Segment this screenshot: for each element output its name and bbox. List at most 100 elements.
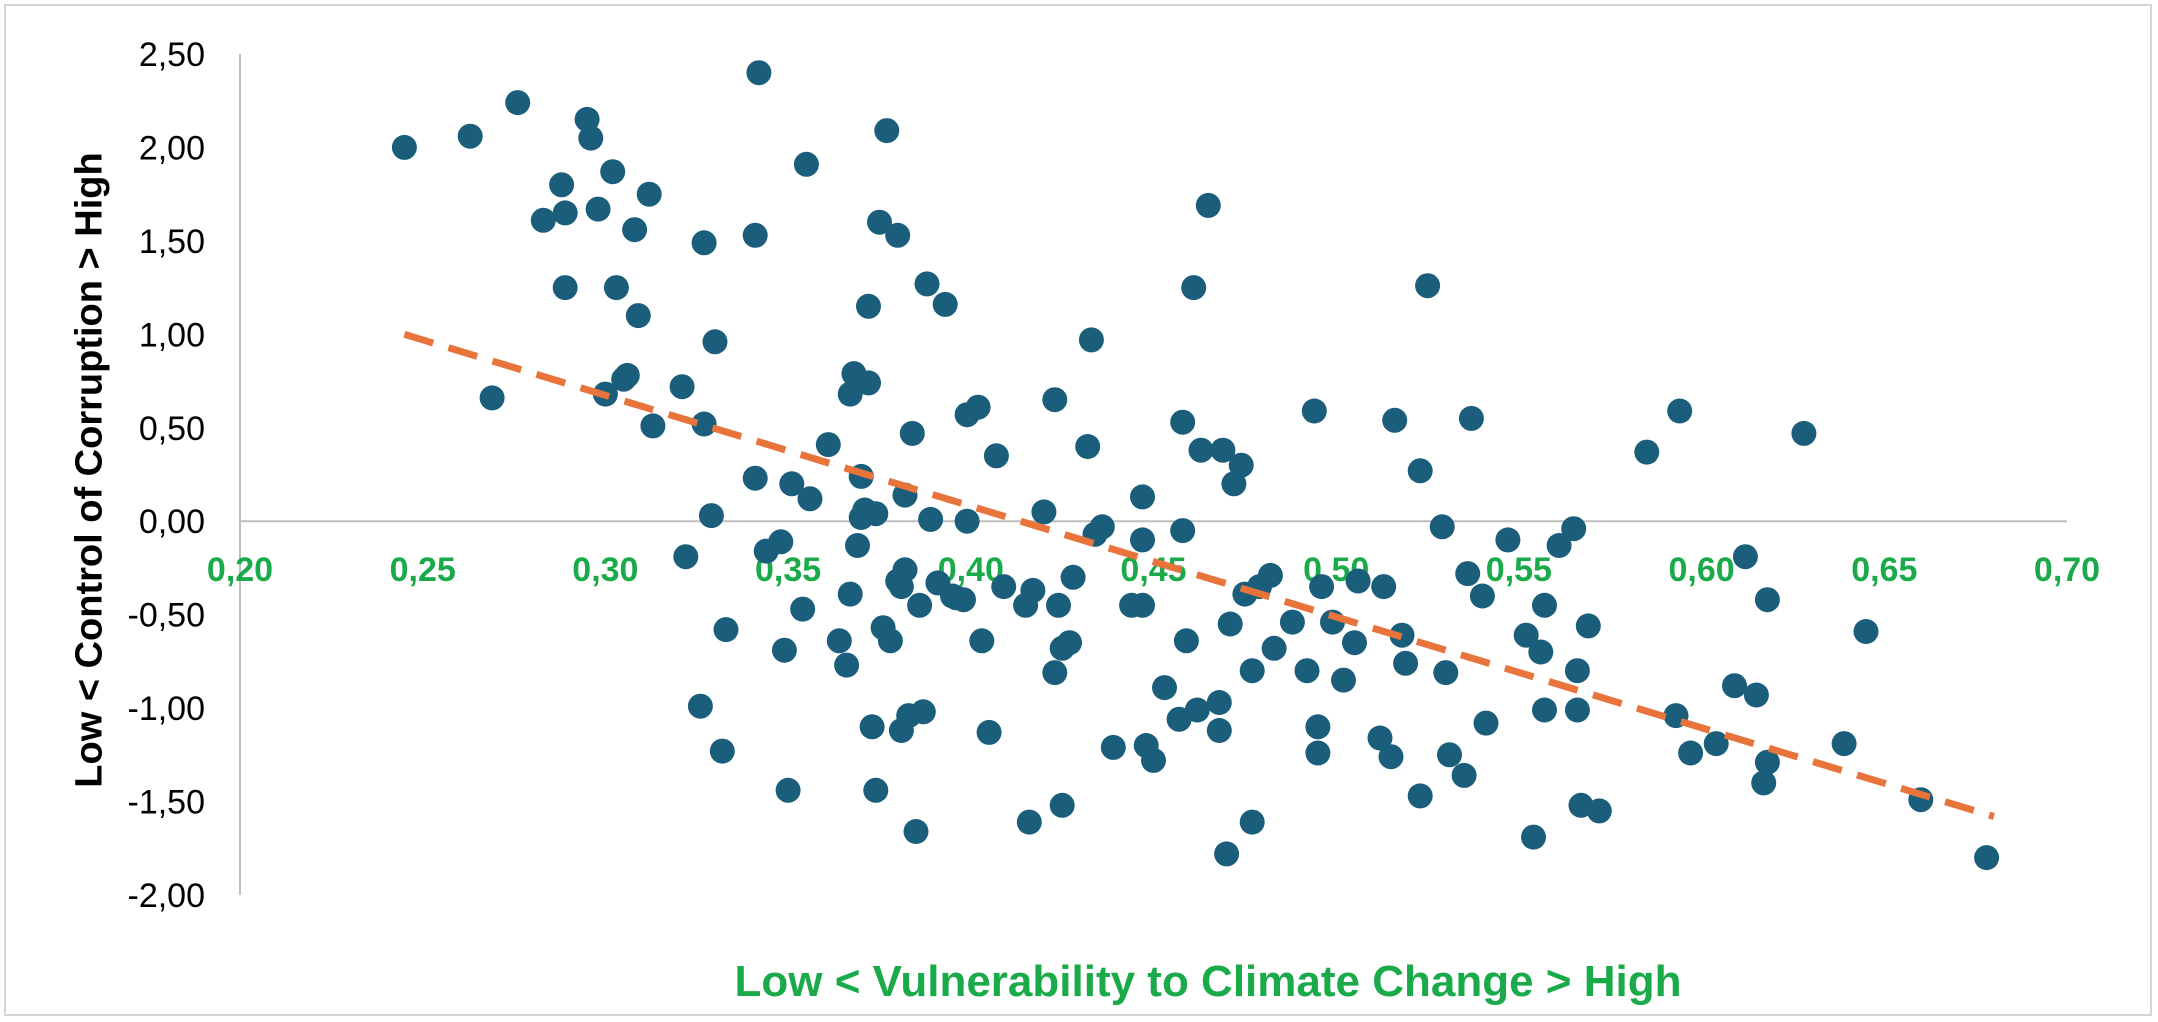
data-point xyxy=(691,230,717,256)
data-point xyxy=(845,533,870,558)
data-point xyxy=(1974,845,2000,871)
data-point xyxy=(1305,740,1331,766)
data-point xyxy=(983,443,1009,469)
data-point xyxy=(673,544,699,570)
y-tick-label: -1,00 xyxy=(128,690,206,728)
data-point xyxy=(1301,398,1327,424)
data-point xyxy=(1831,731,1857,757)
data-point xyxy=(614,362,640,388)
data-point xyxy=(1722,673,1747,699)
data-point xyxy=(552,200,578,226)
data-point xyxy=(1239,809,1265,835)
data-point xyxy=(1141,747,1166,773)
data-point xyxy=(709,738,735,764)
data-point xyxy=(1331,667,1356,693)
data-point xyxy=(1228,452,1254,478)
data-point xyxy=(1214,841,1240,867)
data-point xyxy=(1049,792,1075,818)
data-point xyxy=(1130,484,1155,510)
y-tick-label: 0,00 xyxy=(139,503,205,541)
data-point xyxy=(1181,275,1207,301)
data-point xyxy=(742,465,768,491)
data-point xyxy=(1257,562,1283,588)
data-point xyxy=(1586,798,1612,824)
data-point xyxy=(856,370,881,396)
data-point xyxy=(1561,516,1587,542)
data-point xyxy=(768,529,794,555)
data-point xyxy=(1195,192,1221,218)
data-point xyxy=(1667,398,1693,424)
y-tick-label: 1,00 xyxy=(139,316,205,354)
data-point xyxy=(505,90,531,116)
data-point xyxy=(1046,592,1071,618)
data-point xyxy=(1152,675,1177,701)
data-point xyxy=(1130,592,1155,618)
data-point xyxy=(863,501,889,527)
x-tick-label: 0,25 xyxy=(390,551,456,589)
chart-frame xyxy=(4,4,2152,1016)
x-axis-title: Low < Vulnerability to Climate Change > … xyxy=(734,957,1682,1006)
data-point xyxy=(691,411,717,437)
data-point xyxy=(790,596,816,622)
data-point xyxy=(600,159,626,185)
data-point xyxy=(1393,650,1419,676)
y-tick-label: 2,00 xyxy=(139,129,205,167)
data-point xyxy=(1206,718,1232,743)
data-point xyxy=(574,106,600,132)
data-point xyxy=(530,207,556,233)
data-point xyxy=(1575,613,1601,639)
data-point xyxy=(1031,499,1057,525)
data-point xyxy=(815,432,841,458)
data-point xyxy=(713,617,739,643)
data-point xyxy=(1791,420,1817,446)
data-point xyxy=(837,381,863,407)
data-point xyxy=(1078,327,1104,353)
data-point xyxy=(1473,710,1499,736)
data-point xyxy=(1634,439,1660,465)
data-point xyxy=(1184,697,1210,723)
data-point xyxy=(687,693,713,719)
data-point xyxy=(910,699,936,725)
data-point xyxy=(1415,273,1441,299)
data-point xyxy=(1521,824,1546,850)
data-point xyxy=(907,592,933,618)
y-tick-label: -1,50 xyxy=(128,784,206,822)
data-point xyxy=(1060,564,1086,590)
data-point xyxy=(1367,725,1393,751)
data-point xyxy=(1016,809,1042,835)
data-point xyxy=(1564,658,1590,684)
y-axis-title: Low < Control of Corruption > High xyxy=(68,152,111,788)
data-point xyxy=(1564,697,1590,723)
data-point xyxy=(1294,658,1320,684)
data-point xyxy=(1210,437,1236,463)
data-point xyxy=(742,222,768,248)
data-point xyxy=(1342,630,1367,656)
data-point xyxy=(746,60,772,86)
y-tick-label: -0,50 xyxy=(128,597,206,635)
data-point xyxy=(1458,405,1484,431)
data-point xyxy=(1437,742,1462,768)
data-point xyxy=(549,172,575,198)
data-point xyxy=(622,217,648,243)
data-point xyxy=(826,628,852,654)
data-point xyxy=(702,329,728,355)
data-point xyxy=(1100,734,1126,760)
data-point xyxy=(1173,628,1199,654)
x-tick-label: 0,20 xyxy=(207,551,273,589)
data-point xyxy=(1532,592,1557,618)
data-point xyxy=(951,587,976,613)
data-point xyxy=(1075,434,1101,459)
x-tick-label: 0,30 xyxy=(572,551,638,589)
data-point xyxy=(1130,527,1155,553)
data-point xyxy=(885,222,911,248)
data-point xyxy=(892,557,918,583)
data-point xyxy=(1532,697,1557,723)
y-tick-label: 1,50 xyxy=(139,223,205,261)
data-point xyxy=(969,628,995,654)
data-point xyxy=(1495,527,1521,553)
data-point xyxy=(585,196,611,222)
trend-line xyxy=(403,330,1995,820)
data-point xyxy=(899,420,925,446)
data-point xyxy=(603,275,629,301)
